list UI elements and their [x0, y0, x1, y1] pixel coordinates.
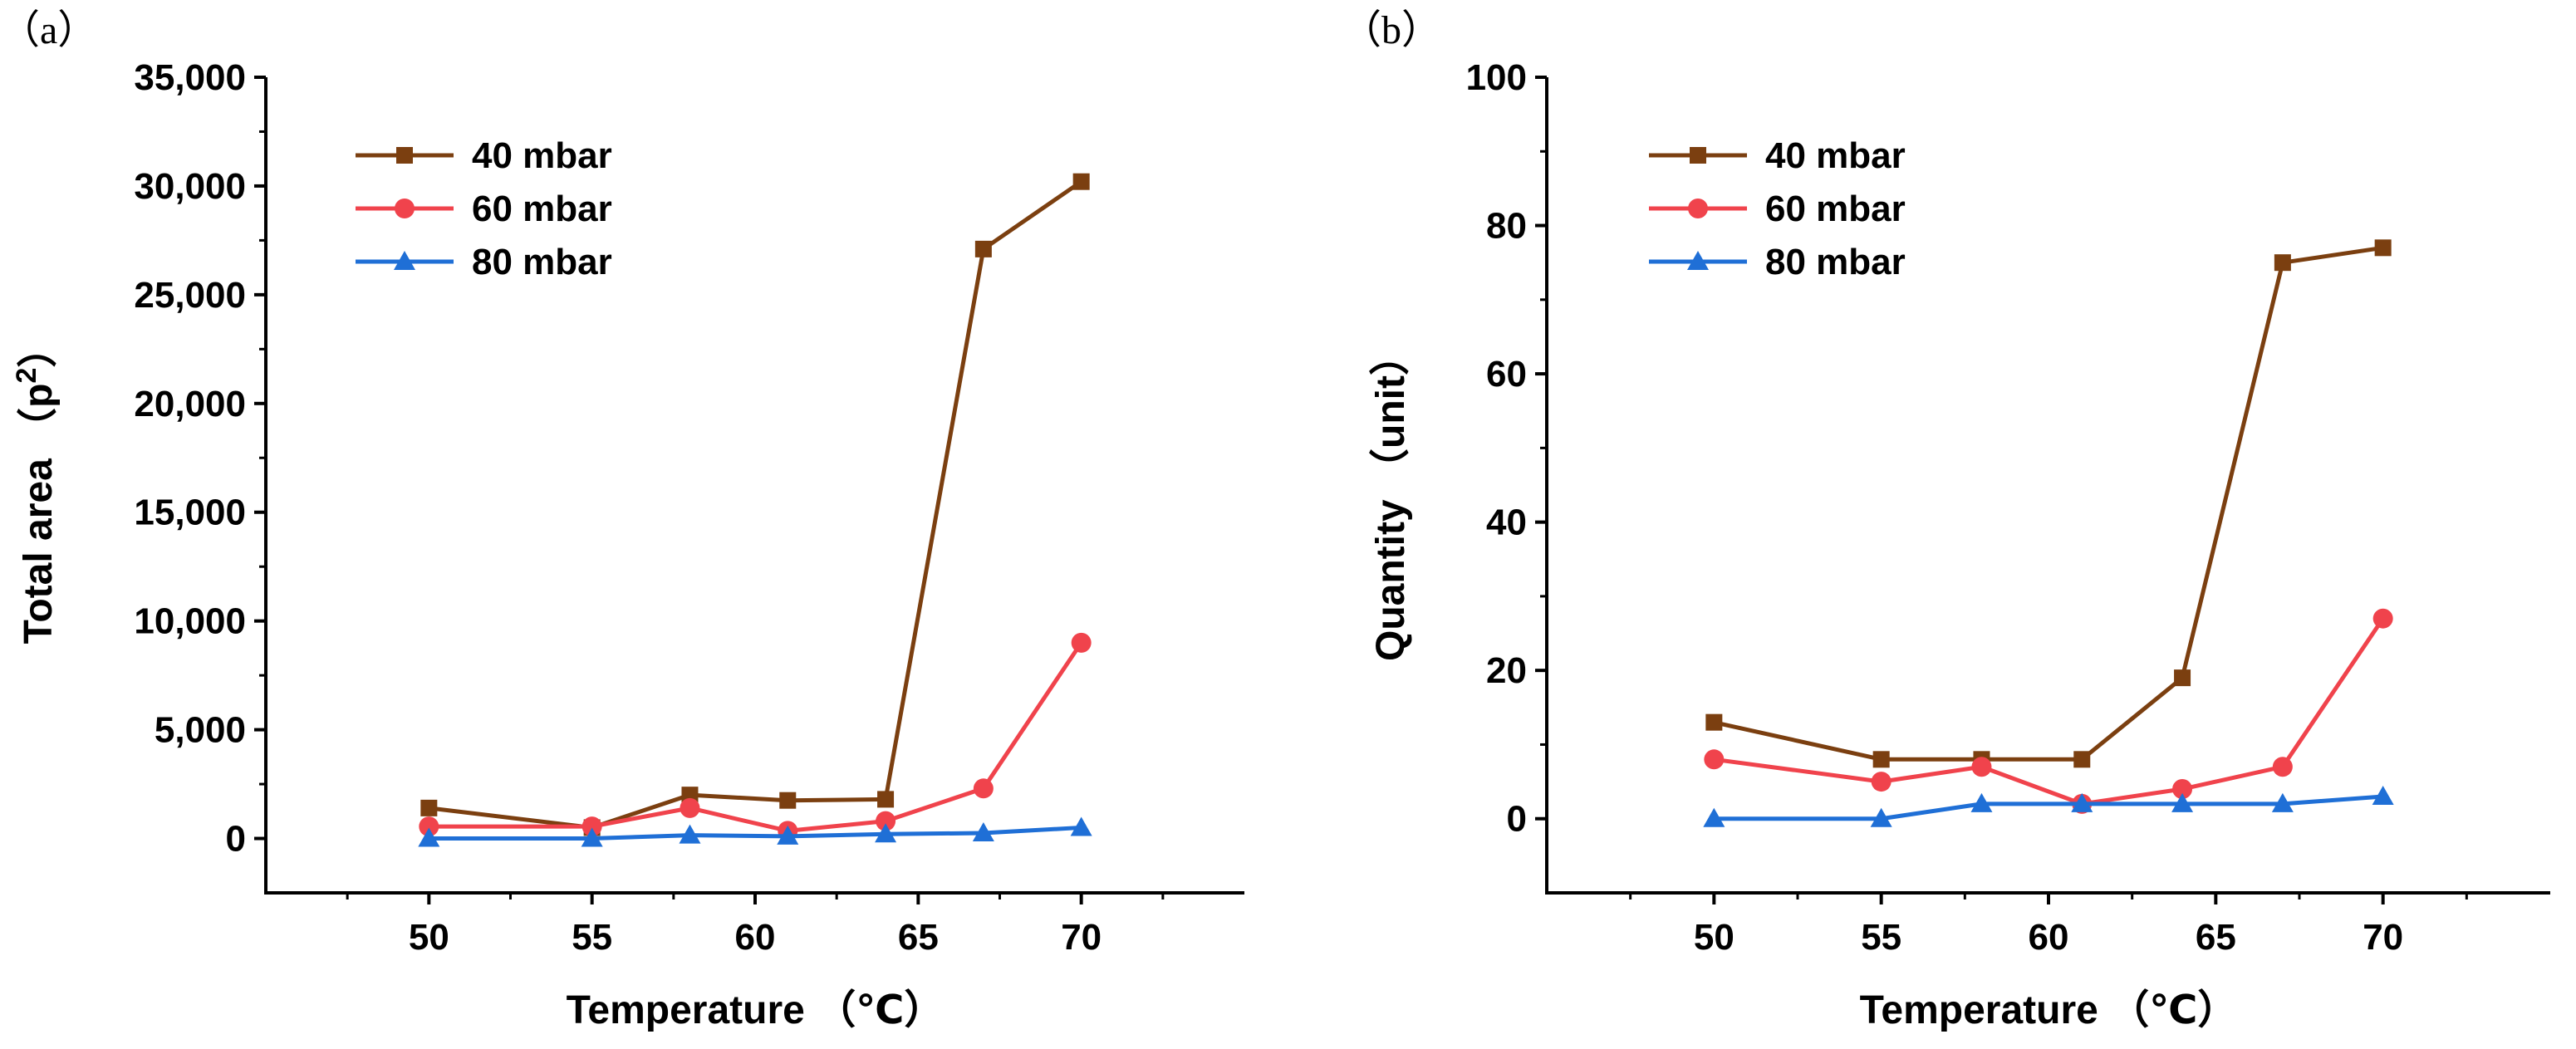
panel-b: 0 20 40 60 80 100 50 55 60 65 70 Temperature （℃） Qua… [1342, 8, 2550, 1032]
panel-a: 0 5,000 10,000 15,000 20,000 25,000 30,000 35,0… [0, 8, 1244, 1032]
data-point-60-mbar [1971, 757, 1992, 777]
y-tick-label: 20,000 [134, 384, 246, 424]
data-point-80-mbar [777, 825, 799, 845]
y-tick-label: 15,000 [134, 493, 246, 533]
x-tick-label: 60 [2029, 917, 2069, 958]
panel-label: （b） [1342, 8, 1441, 52]
x-tick-label: 50 [409, 917, 449, 958]
data-point-80-mbar [1703, 807, 1725, 827]
legend-marker [396, 147, 413, 164]
data-point-80-mbar [2372, 785, 2394, 805]
legend-marker [395, 199, 415, 218]
data-point-60-mbar [680, 797, 700, 818]
legend-label: 60 mbar [1765, 189, 1906, 229]
data-point-60-mbar [2272, 757, 2293, 777]
y-tick-label: 10,000 [134, 601, 246, 642]
y-tick-label: 40 [1486, 502, 1527, 543]
data-point-40-mbar [2274, 254, 2291, 272]
y-axis-title: Total area （p2） [11, 328, 61, 645]
x-tick-label: 65 [898, 917, 939, 958]
y-axis-title-close: ） [17, 328, 61, 368]
legend-marker [394, 251, 415, 270]
data-point-60-mbar [1071, 632, 1092, 653]
legend-label: 40 mbar [1765, 135, 1906, 176]
data-point-60-mbar [1871, 772, 1892, 792]
y-tick-label: 20 [1486, 650, 1527, 691]
y-axis-title-main: Quantity （unit） [1369, 336, 1413, 661]
data-point-80-mbar [581, 827, 603, 847]
y-tick-label: 60 [1486, 354, 1527, 395]
data-point-60-mbar [876, 811, 896, 831]
legend-marker [1687, 251, 1709, 270]
data-point-40-mbar [1872, 751, 1890, 768]
x-tick-label: 60 [735, 917, 776, 958]
data-point-40-mbar [2374, 239, 2392, 257]
y-tick-label: 25,000 [134, 275, 246, 316]
y-axis-title: Quantity （unit） [1369, 336, 1413, 661]
y-tick-label: 30,000 [134, 166, 246, 207]
data-point-40-mbar [1072, 173, 1090, 190]
x-tick-label: 70 [2363, 917, 2403, 958]
data-point-80-mbar [2171, 792, 2194, 812]
x-axis-title: Temperature （℃） [567, 988, 945, 1032]
data-point-40-mbar [877, 791, 895, 808]
y-tick-label: 5,000 [155, 710, 246, 751]
data-point-80-mbar [2271, 792, 2294, 812]
y-tick-label: 35,000 [134, 57, 246, 98]
x-axis-title: Temperature （℃） [1860, 988, 2238, 1032]
data-point-40-mbar [2174, 669, 2191, 687]
data-point-80-mbar [1070, 816, 1092, 836]
y-axis-title-superscript: 2 [11, 368, 42, 384]
data-point-80-mbar [2071, 792, 2093, 812]
data-point-80-mbar [1970, 792, 1993, 812]
data-point-60-mbar [419, 816, 439, 837]
x-tick-label: 70 [1061, 917, 1102, 958]
y-tick-label: 80 [1486, 206, 1527, 247]
series-line-40-mbar [1713, 245, 2384, 762]
legend-label: 60 mbar [472, 189, 612, 229]
data-point-60-mbar [2172, 779, 2193, 800]
data-point-60-mbar [1704, 749, 1725, 770]
x-tick-label: 55 [572, 917, 612, 958]
data-point-80-mbar [418, 827, 440, 847]
y-axis-title-main: Total area （p [17, 384, 61, 645]
data-point-40-mbar [420, 799, 438, 816]
data-point-80-mbar [972, 821, 994, 841]
legend-label: 80 mbar [472, 242, 612, 282]
legend-marker [1690, 147, 1706, 164]
data-point-40-mbar [974, 240, 992, 257]
data-point-40-mbar [779, 792, 797, 809]
data-point-40-mbar [1705, 713, 1723, 731]
y-tick-label: 100 [1466, 57, 1527, 98]
data-point-80-mbar [679, 824, 701, 844]
data-point-80-mbar [875, 823, 897, 843]
y-tick-label: 0 [1507, 799, 1527, 840]
data-point-60-mbar [973, 778, 994, 799]
y-tick-label: 0 [226, 819, 246, 860]
data-point-80-mbar [1870, 807, 1892, 827]
x-tick-label: 65 [2196, 917, 2236, 958]
series-line-60-mbar [429, 641, 1083, 833]
x-tick-label: 50 [1694, 917, 1735, 958]
data-point-60-mbar [2372, 608, 2393, 629]
legend-label: 40 mbar [472, 135, 612, 176]
data-point-40-mbar [2073, 751, 2091, 768]
legend-label: 80 mbar [1765, 242, 1906, 282]
panel-label: （a） [0, 8, 97, 52]
x-tick-label: 55 [1861, 917, 1901, 958]
legend-marker [1688, 199, 1708, 218]
data-point-60-mbar [581, 816, 602, 837]
